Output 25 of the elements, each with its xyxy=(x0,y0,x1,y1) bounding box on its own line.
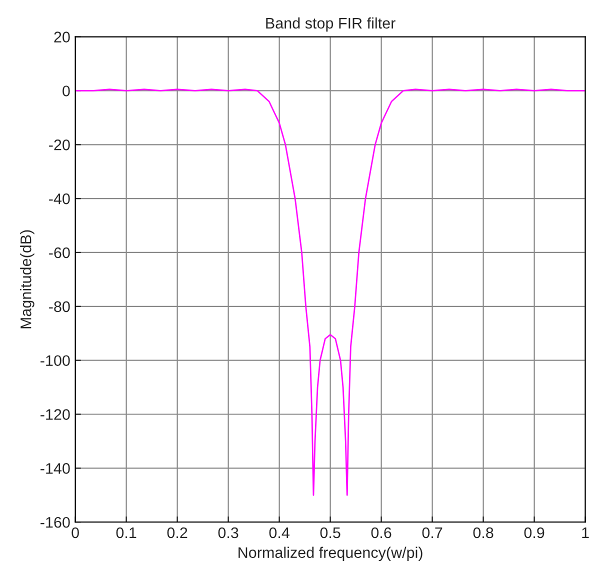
chart-title: Band stop FIR filter xyxy=(266,17,396,32)
line-series xyxy=(75,88,586,496)
x-tick-label: 0.9 xyxy=(524,527,544,538)
y-axis-title: Magnitude(dB) xyxy=(20,230,34,328)
y-tick-label: 20 xyxy=(54,32,70,42)
x-tick-label: 0.4 xyxy=(269,527,290,538)
y-tick-label: -120 xyxy=(40,409,70,420)
y-tick-label: -100 xyxy=(40,355,70,366)
x-tick-label: 0.2 xyxy=(167,527,188,538)
x-tick-label: 1 xyxy=(582,528,589,538)
y-tick-label: -80 xyxy=(49,301,70,312)
x-tick-label: 0.7 xyxy=(422,527,442,538)
x-tick-label: 0.6 xyxy=(371,527,392,538)
y-tick-label: -20 xyxy=(49,140,70,150)
x-tick-label: 0.5 xyxy=(320,527,340,538)
y-tick-label: 0 xyxy=(62,86,70,96)
y-tick-label: -60 xyxy=(49,247,70,258)
y-tick-label: -40 xyxy=(49,193,70,204)
x-tick-label: 0.8 xyxy=(473,527,494,538)
x-tick-label: 0.3 xyxy=(218,527,238,538)
x-tick-label: 0.1 xyxy=(116,527,136,538)
y-tick-label: -160 xyxy=(40,516,70,528)
y-tick-label: -140 xyxy=(40,463,70,474)
x-tick-label: 0 xyxy=(72,527,79,538)
x-axis-title: Normalized frequency(w/pi) xyxy=(238,546,422,561)
